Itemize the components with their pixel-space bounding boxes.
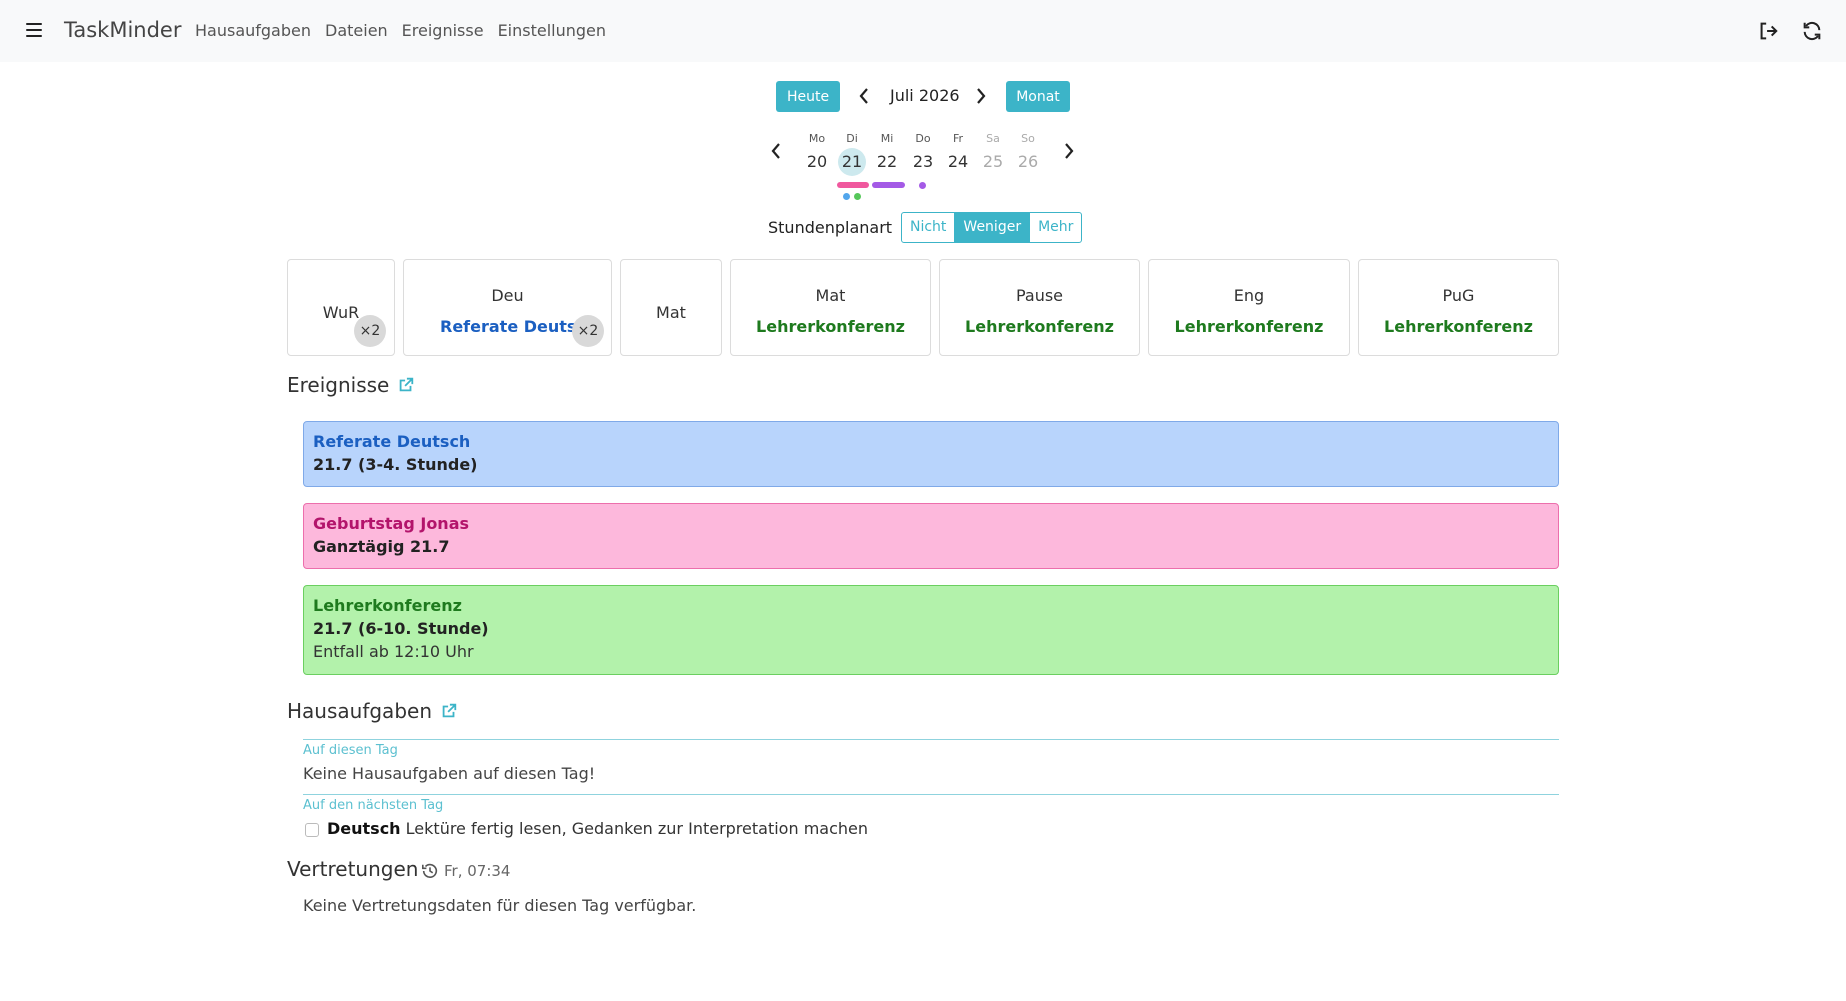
menu-icon[interactable] — [26, 23, 42, 37]
lesson-card[interactable]: Eng Lehrerkonferenz — [1148, 259, 1350, 356]
homework-heading: Hausaufgaben — [287, 699, 458, 723]
events-title: Ereignisse — [287, 373, 390, 397]
lesson-event: Lehrerkonferenz — [756, 317, 905, 336]
event-indicator-dot — [854, 193, 861, 200]
event-when: 21.7 (6-10. Stunde) — [313, 619, 489, 638]
lesson-card[interactable]: WuR ×2 — [287, 259, 395, 356]
schedule-mode-mehr[interactable]: Mehr — [1038, 219, 1074, 235]
event-title: Geburtstag Jonas — [313, 514, 470, 533]
event-when: 21.7 (3-4. Stunde) — [313, 455, 478, 474]
event-title: Lehrerkonferenz — [313, 596, 462, 615]
lesson-subject: PuG — [1442, 286, 1475, 305]
substitutions-empty: Keine Vertretungsdaten für diesen Tag ve… — [303, 896, 697, 915]
external-link-icon[interactable] — [397, 376, 415, 394]
substitutions-heading: Vertretungen — [287, 857, 418, 881]
logout-icon[interactable] — [1757, 20, 1779, 42]
event-card[interactable]: Lehrerkonferenz 21.7 (6-10. Stunde) Entf… — [303, 585, 1559, 675]
lesson-count-badge: ×2 — [354, 315, 386, 347]
event-indicator-dot — [919, 182, 926, 189]
lesson-card[interactable]: Pause Lehrerkonferenz — [939, 259, 1140, 356]
lesson-subject: Pause — [1015, 286, 1064, 305]
nav-link-hausaufgaben[interactable]: Hausaufgaben — [195, 21, 311, 40]
lesson-subject: WuR — [322, 303, 360, 322]
nav-links: Hausaufgaben Dateien Ereignisse Einstell… — [195, 21, 620, 40]
nav-link-ereignisse[interactable]: Ereignisse — [401, 21, 484, 40]
homework-next-label: Auf den nächsten Tag — [303, 798, 444, 813]
substitutions-updated: Fr, 07:34 — [444, 862, 511, 880]
lesson-subject: Mat — [815, 286, 846, 305]
prev-week-icon[interactable] — [768, 141, 784, 161]
lesson-event: Lehrerkonferenz — [965, 317, 1114, 336]
lesson-count-badge: ×2 — [572, 315, 604, 347]
events-heading: Ereignisse — [287, 373, 415, 397]
lesson-card[interactable]: PuG Lehrerkonferenz — [1358, 259, 1559, 356]
day-fr[interactable]: Fr 24 — [947, 132, 969, 171]
day-di[interactable]: Di 21 — [836, 132, 868, 176]
homework-title: Hausaufgaben — [287, 699, 432, 723]
lesson-card[interactable]: Deu Referate Deutsch ×2 — [403, 259, 612, 356]
view-month-button[interactable]: Monat — [1006, 81, 1070, 112]
homework-subject: Deutsch — [327, 819, 401, 838]
lesson-subject: Eng — [1233, 286, 1265, 305]
day-mi[interactable]: Mi 22 — [876, 132, 898, 171]
event-card[interactable]: Referate Deutsch 21.7 (3-4. Stunde) — [303, 421, 1559, 487]
divider — [303, 739, 1559, 740]
brand[interactable]: TaskMinder — [64, 18, 182, 42]
event-extra: Entfall ab 12:10 Uhr — [313, 642, 474, 661]
next-week-icon[interactable] — [1061, 141, 1077, 161]
month-label: Juli 2026 — [890, 86, 960, 105]
homework-text: Lektüre fertig lesen, Gedanken zur Inter… — [405, 819, 868, 838]
event-title: Referate Deutsch — [313, 432, 471, 451]
lesson-event: Lehrerkonferenz — [1174, 317, 1324, 336]
homework-today-empty: Keine Hausaufgaben auf diesen Tag! — [303, 764, 596, 783]
schedule-mode-toggle: Nicht Weniger Mehr — [901, 212, 1083, 243]
divider — [303, 794, 1559, 795]
homework-item: Deutsch Lektüre fertig lesen, Gedanken z… — [327, 819, 868, 838]
nav-link-dateien[interactable]: Dateien — [325, 21, 388, 40]
lesson-card[interactable]: Mat Lehrerkonferenz — [730, 259, 931, 356]
day-sa[interactable]: Sa 25 — [982, 132, 1004, 171]
day-do[interactable]: Do 23 — [912, 132, 934, 171]
history-icon — [421, 863, 438, 879]
schedule-mode-weniger[interactable]: Weniger — [955, 213, 1031, 242]
event-indicator-bar — [837, 182, 869, 188]
prev-month-icon[interactable] — [856, 86, 872, 106]
homework-checkbox[interactable] — [305, 823, 319, 837]
nav-link-einstellungen[interactable]: Einstellungen — [497, 21, 607, 40]
schedule-mode-nicht[interactable]: Nicht — [902, 213, 956, 242]
homework-today-label: Auf diesen Tag — [303, 743, 398, 758]
next-month-icon[interactable] — [973, 86, 989, 106]
event-indicator-dot — [843, 193, 850, 200]
event-indicator-bar — [872, 182, 905, 188]
lesson-event: Referate Deutsch — [440, 317, 598, 336]
substitutions-title: Vertretungen — [287, 857, 419, 881]
refresh-icon[interactable] — [1801, 20, 1823, 42]
schedule-mode-label: Stundenplanart — [768, 218, 893, 237]
day-so[interactable]: So 26 — [1017, 132, 1039, 171]
lesson-subject: Mat — [656, 303, 686, 322]
event-when: Ganztägig 21.7 — [313, 537, 450, 556]
event-card[interactable]: Geburtstag Jonas Ganztägig 21.7 — [303, 503, 1559, 569]
today-button[interactable]: Heute — [776, 81, 840, 112]
navbar: TaskMinder Hausaufgaben Dateien Ereignis… — [0, 0, 1846, 62]
external-link-icon[interactable] — [440, 702, 458, 720]
day-mo[interactable]: Mo 20 — [806, 132, 828, 171]
lesson-subject: Deu — [491, 286, 524, 305]
lesson-card[interactable]: Mat — [620, 259, 722, 356]
lesson-event: Lehrerkonferenz — [1384, 317, 1533, 336]
